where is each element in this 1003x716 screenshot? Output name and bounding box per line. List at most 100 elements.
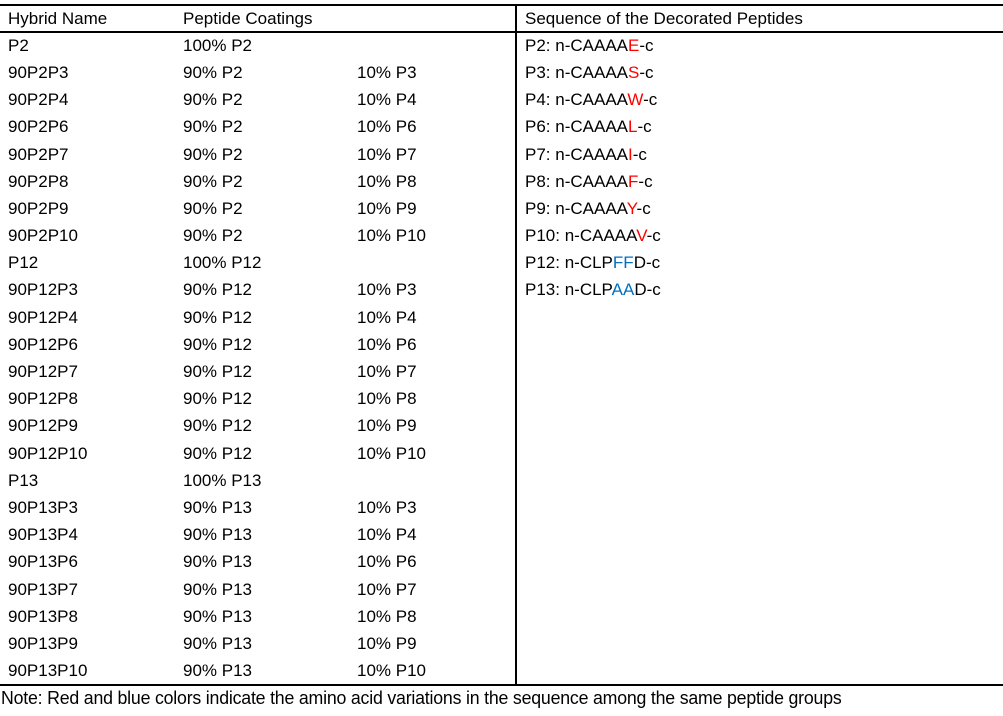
table-row: 90P13P9 90% P13 10% P9 <box>0 630 1003 658</box>
sequence-post: -c <box>636 198 651 218</box>
coating-primary: 90% P12 <box>183 334 252 354</box>
table-row: 90P12P6 90% P12 10% P6 <box>0 331 1003 359</box>
coating-primary: 90% P12 <box>183 307 252 327</box>
sequence-cell: P6: n-CAAAAL-c <box>515 113 1003 141</box>
sequence-pre: P8: n-CAAAA <box>525 171 629 191</box>
sequence-cell: P7: n-CAAAAI-c <box>515 140 1003 169</box>
hybrid-name: 90P13P4 <box>8 525 78 545</box>
table-row: 90P12P8 90% P12 10% P8 <box>0 385 1003 413</box>
sequence-cell <box>515 575 1003 604</box>
header-hybrid-name: Hybrid Name <box>0 5 175 34</box>
table-header-row: Hybrid Name Peptide Coatings Sequence of… <box>0 5 1003 34</box>
hybrid-name: 90P12P10 <box>8 443 88 463</box>
table-row: 90P12P3 90% P12 10% P3 P13: n-CLPAAD-c <box>0 276 1003 305</box>
sequence-post: -c <box>632 144 647 164</box>
coating-primary: 100% P2 <box>183 36 252 56</box>
hybrid-name: 90P13P10 <box>8 660 88 680</box>
sequence-cell <box>515 603 1003 631</box>
coating-secondary: 10% P3 <box>357 280 417 300</box>
coating-primary: 90% P12 <box>183 362 252 382</box>
sequence-cell <box>515 358 1003 386</box>
sequence-cell: P8: n-CAAAAF-c <box>515 168 1003 196</box>
hybrid-name: P2 <box>8 36 29 56</box>
coating-secondary: 10% P10 <box>357 226 426 246</box>
sequence-variant: E <box>628 36 640 56</box>
sequence-post: D-c <box>633 253 661 273</box>
hybrid-name: 90P12P3 <box>8 280 78 300</box>
hybrid-name: P13 <box>8 470 39 490</box>
hybrid-name: 90P12P7 <box>8 362 78 382</box>
peptide-coatings-table: Hybrid Name Peptide Coatings Sequence of… <box>0 4 1003 686</box>
hybrid-name: 90P2P10 <box>8 226 78 246</box>
hybrid-name: 90P13P7 <box>8 579 78 599</box>
sequence-variant: L <box>628 117 638 137</box>
sequence-pre: P6: n-CAAAA <box>525 117 629 137</box>
coating-primary: 90% P13 <box>183 552 252 572</box>
coating-secondary: 10% P4 <box>357 307 417 327</box>
coating-primary: 90% P13 <box>183 660 252 680</box>
coating-secondary: 10% P9 <box>357 416 417 436</box>
hybrid-name: 90P13P6 <box>8 552 78 572</box>
coating-secondary: 10% P8 <box>357 389 417 409</box>
table-row: 90P13P8 90% P13 10% P8 <box>0 603 1003 631</box>
hybrid-name: 90P12P6 <box>8 334 78 354</box>
hybrid-name: 90P13P9 <box>8 633 78 653</box>
hybrid-name: 90P2P3 <box>8 62 69 82</box>
coating-primary: 90% P2 <box>183 144 243 164</box>
coating-secondary <box>349 32 516 59</box>
sequence-cell <box>515 521 1003 549</box>
table-row: 90P2P9 90% P2 10% P9 P9: n-CAAAAY-c <box>0 195 1003 223</box>
coating-primary: 90% P2 <box>183 171 243 191</box>
sequence-variant: W <box>627 90 644 110</box>
sequence-post: -c <box>639 36 654 56</box>
sequence-pre: P7: n-CAAAA <box>525 144 629 164</box>
sequence-post: -c <box>646 226 661 246</box>
sequence-pre: P10: n-CAAAA <box>525 226 637 246</box>
table-row: P13 100% P13 <box>0 467 1003 495</box>
hybrid-name: 90P13P3 <box>8 497 78 517</box>
table-row: 90P13P3 90% P13 10% P3 <box>0 494 1003 522</box>
coating-primary: 90% P12 <box>183 389 252 409</box>
sequence-cell <box>515 385 1003 413</box>
sequence-variant: Y <box>626 198 637 218</box>
sequence-cell <box>515 331 1003 359</box>
coating-secondary: 10% P7 <box>357 579 417 599</box>
coating-secondary: 10% P3 <box>357 62 417 82</box>
table-row: 90P2P7 90% P2 10% P7 P7: n-CAAAAI-c <box>0 140 1003 169</box>
sequence-cell: P12: n-CLPFFD-c <box>515 249 1003 277</box>
hybrid-name: 90P2P7 <box>8 144 69 164</box>
hybrid-name: 90P2P8 <box>8 171 69 191</box>
sequence-cell <box>515 494 1003 522</box>
coating-secondary: 10% P7 <box>357 362 417 382</box>
coating-primary: 90% P2 <box>183 90 243 110</box>
table-row: P12 100% P12 P12: n-CLPFFD-c <box>0 249 1003 277</box>
sequence-pre: P12: n-CLP <box>525 253 613 273</box>
coating-secondary: 10% P10 <box>357 660 426 680</box>
coating-primary: 100% P12 <box>183 253 262 273</box>
coating-secondary: 10% P8 <box>357 606 417 626</box>
sequence-cell: P3: n-CAAAAS-c <box>515 59 1003 87</box>
sequence-variant: I <box>628 144 633 164</box>
hybrid-name: P12 <box>8 253 39 273</box>
table-row: 90P2P10 90% P2 10% P10 P10: n-CAAAAV-c <box>0 222 1003 250</box>
hybrid-name: 90P2P6 <box>8 117 69 137</box>
coating-primary: 90% P12 <box>183 443 252 463</box>
sequence-cell <box>515 630 1003 658</box>
coating-secondary <box>349 467 516 494</box>
hybrid-name: 90P12P4 <box>8 307 78 327</box>
coating-primary: 90% P2 <box>183 62 243 82</box>
coating-secondary: 10% P4 <box>357 90 417 110</box>
coating-primary: 90% P13 <box>183 525 252 545</box>
sequence-post: -c <box>643 90 658 110</box>
table-row: 90P13P7 90% P13 10% P7 <box>0 575 1003 604</box>
coating-primary: 90% P2 <box>183 117 243 137</box>
table-row: 90P13P4 90% P13 10% P4 <box>0 521 1003 549</box>
sequence-cell <box>515 304 1003 332</box>
sequence-cell: P4: n-CAAAAW-c <box>515 86 1003 114</box>
coating-secondary: 10% P8 <box>357 171 417 191</box>
sequence-post: -c <box>639 62 654 82</box>
sequence-variant: S <box>628 62 640 82</box>
table-row: 90P12P9 90% P12 10% P9 <box>0 412 1003 440</box>
sequence-cell: P2: n-CAAAAE-c <box>515 32 1003 60</box>
